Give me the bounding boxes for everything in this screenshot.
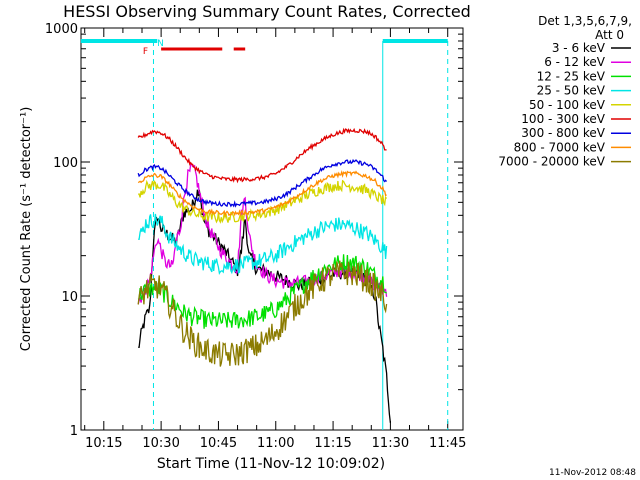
y-tick-label: 100 bbox=[53, 156, 78, 171]
legend-header: Det 1,3,5,6,7,9, bbox=[538, 14, 632, 28]
legend-label: 300 - 800 keV bbox=[521, 126, 605, 140]
y-tick-label: 1 bbox=[70, 424, 78, 439]
x-tick-label: 11:00 bbox=[257, 436, 294, 451]
y-axis-label: Corrected Count Rate (s⁻¹ detector⁻¹) bbox=[19, 107, 34, 352]
x-tick-label: 10:15 bbox=[85, 436, 122, 451]
chart-title: HESSI Observing Summary Count Rates, Cor… bbox=[63, 2, 471, 21]
series-line bbox=[138, 213, 388, 275]
legend-label: 6 - 12 keV bbox=[544, 55, 606, 69]
series-line bbox=[137, 254, 388, 329]
legend-label: 800 - 7000 keV bbox=[514, 140, 606, 154]
series-line bbox=[137, 179, 388, 224]
legend-label: 25 - 50 keV bbox=[537, 84, 606, 98]
x-tick-label: 10:30 bbox=[142, 436, 179, 451]
x-tick-label: 11:30 bbox=[372, 436, 409, 451]
flare-label: F bbox=[143, 47, 148, 57]
y-tick-label: 10 bbox=[61, 290, 78, 305]
x-tick-label: 11:15 bbox=[314, 436, 351, 451]
series-line bbox=[137, 170, 387, 218]
series-line bbox=[137, 260, 388, 367]
legend-label: 50 - 100 keV bbox=[529, 98, 606, 112]
night-label: N bbox=[157, 39, 164, 49]
footer-timestamp: 11-Nov-2012 08:48 bbox=[549, 468, 636, 478]
series-line bbox=[138, 189, 392, 423]
legend-label: 3 - 6 keV bbox=[552, 41, 606, 55]
x-tick-label: 11:45 bbox=[429, 436, 466, 451]
plot-frame bbox=[80, 27, 464, 431]
x-axis-label: Start Time (11-Nov-12 10:09:02) bbox=[157, 456, 385, 472]
legend-label: 100 - 300 keV bbox=[521, 112, 605, 126]
legend-label: 7000 - 20000 keV bbox=[498, 155, 605, 169]
legend-label: 12 - 25 keV bbox=[537, 69, 606, 83]
legend-header: Att 0 bbox=[595, 28, 624, 42]
series-line bbox=[137, 127, 387, 184]
x-tick-label: 10:45 bbox=[200, 436, 237, 451]
series-line bbox=[137, 158, 388, 208]
plot-area: 1 10 100 1000 10:15 10:30 10:45 11:00 11:15 11:30… bbox=[45, 22, 467, 451]
y-tick-label: 1000 bbox=[45, 22, 78, 37]
